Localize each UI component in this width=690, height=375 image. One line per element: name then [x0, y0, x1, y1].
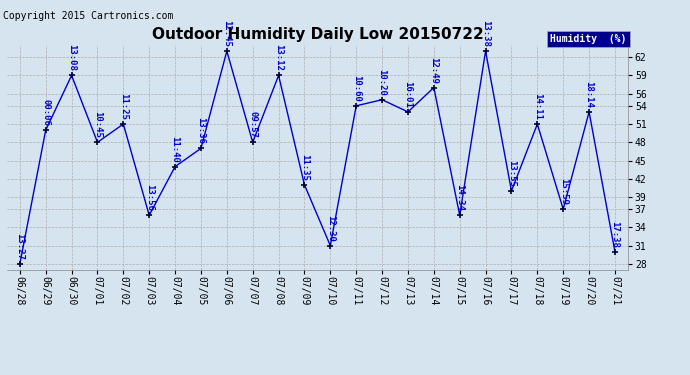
- Text: 13:08: 13:08: [67, 44, 76, 71]
- Text: 10:60: 10:60: [352, 75, 361, 102]
- Text: 17:38: 17:38: [611, 221, 620, 248]
- Text: 13:27: 13:27: [15, 233, 24, 260]
- Text: 11:25: 11:25: [119, 93, 128, 120]
- Text: 14:11: 14:11: [533, 93, 542, 120]
- Title: Outdoor Humidity Daily Low 20150722: Outdoor Humidity Daily Low 20150722: [152, 27, 483, 42]
- Text: 18:14: 18:14: [584, 81, 593, 108]
- Text: Humidity  (%): Humidity (%): [551, 34, 627, 44]
- Text: 13:56: 13:56: [145, 184, 154, 211]
- Text: 15:59: 15:59: [559, 178, 568, 205]
- Text: 13:12: 13:12: [274, 44, 283, 71]
- Text: Copyright 2015 Cartronics.com: Copyright 2015 Cartronics.com: [3, 11, 174, 21]
- Text: 00:06: 00:06: [41, 99, 50, 126]
- Text: 16:01: 16:01: [404, 81, 413, 108]
- Text: 13:38: 13:38: [481, 20, 490, 47]
- Text: 11:40: 11:40: [170, 136, 179, 162]
- Text: 09:57: 09:57: [248, 111, 257, 138]
- Text: 10:20: 10:20: [377, 69, 386, 96]
- Text: 12:30: 12:30: [326, 214, 335, 242]
- Text: 14:34: 14:34: [455, 184, 464, 211]
- Text: 11:35: 11:35: [300, 154, 309, 181]
- Text: 12:49: 12:49: [429, 57, 438, 83]
- Text: 12:45: 12:45: [222, 20, 231, 47]
- Text: 13:36: 13:36: [197, 117, 206, 144]
- Text: 13:55: 13:55: [507, 160, 516, 187]
- Text: 10:45: 10:45: [93, 111, 102, 138]
